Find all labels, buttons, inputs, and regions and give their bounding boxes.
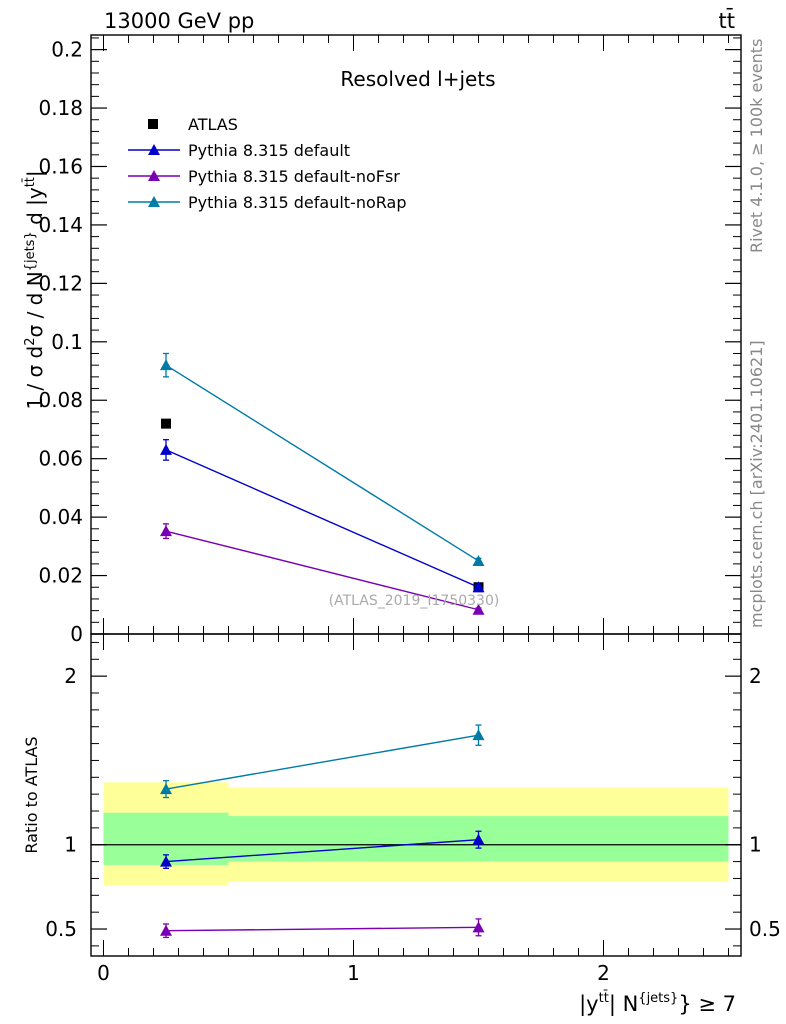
main-plot-area [160, 352, 485, 615]
svg-text:1 / σ d2σ / d N{jets} d |ytt̄|: 1 / σ d2σ / d N{jets} d |ytt̄| [23, 170, 47, 409]
point-noRap-0 [160, 359, 172, 371]
mcplots-text: mcplots.cern.ch [arXiv:2401.10621] [747, 340, 766, 628]
legend-item-default: Pythia 8.315 default [128, 141, 350, 160]
legend: ATLAS Pythia 8.315 default Pythia 8.315 de… [128, 115, 406, 212]
analysis-watermark: (ATLAS_2019_I1750330) [329, 593, 500, 609]
ratio-point-noRap-0 [160, 783, 172, 795]
series-atlas [161, 418, 484, 593]
ratio-y-axis-label: Ratio to ATLAS [22, 736, 41, 853]
legend-marker-atlas [148, 119, 158, 129]
main-y-tick-label: 0.02 [38, 564, 83, 588]
ratio-y-tick-label-right: 0.5 [749, 917, 781, 941]
series-noFsr [160, 523, 485, 615]
main-y-tick-label: 0.04 [38, 505, 83, 529]
ratio-plot-area [91, 724, 741, 939]
x-axis-label: |ytt̄| N{jets}} ≥ 7 [579, 991, 736, 1017]
main-axes: 0 0.02 0.04 0.06 0.08 0.1 0.12 0.14 0.16 0.18 0.2 [38, 34, 742, 646]
ratio-line-default [165, 838, 479, 863]
point-noFsr-1 [472, 603, 485, 615]
main-y-tick-label: 0.18 [38, 96, 83, 120]
main-y-axis-label: 1 / σ d2σ / d N{jets} d |ytt̄| [23, 170, 47, 409]
process-label: tt̄ [719, 8, 735, 33]
ratio-y-tick-label-left: 0.5 [45, 917, 77, 941]
ratio-series-noRap [160, 724, 485, 799]
main-y-tick-label: 0.08 [38, 388, 83, 412]
ratio-line-noFsr [165, 926, 479, 932]
ratio-frame [90, 633, 742, 957]
legend-label-default: Pythia 8.315 default [188, 141, 350, 160]
legend-item-noRap: Pythia 8.315 default-noRap [128, 193, 406, 212]
main-y-tick-label: 0 [70, 622, 83, 646]
ratio-y-tick-label-right: 2 [749, 664, 762, 688]
point-noFsr-0 [160, 525, 172, 537]
main-y-tick-label: 0.12 [38, 271, 83, 295]
x-tick-label: 1 [347, 961, 360, 985]
legend-label-atlas: ATLAS [188, 115, 238, 134]
ratio-series-default [160, 830, 485, 869]
point-default-1 [472, 581, 485, 593]
ratio-panel: 0.5 0.5 1 1 2 2 0 1 2 Ratio to ATLAS |ytt̄| N{je… [22, 633, 781, 1017]
legend-marker-noFsr [148, 170, 160, 181]
line-default [165, 449, 479, 588]
series-default [160, 439, 485, 593]
main-y-tick-label: 0.16 [38, 154, 83, 178]
legend-marker-noRap [148, 196, 160, 207]
legend-label-noFsr: Pythia 8.315 default-noFsr [188, 167, 400, 186]
legend-marker-default [148, 144, 160, 155]
main-y-tick-label: 0.1 [51, 330, 83, 354]
legend-label-noRap: Pythia 8.315 default-noRap [188, 193, 406, 212]
x-tick-label: 2 [597, 961, 610, 985]
ratio-line-noRap [165, 734, 479, 790]
main-y-tick-label: 0.06 [38, 447, 83, 471]
ratio-y-tick-label-right: 1 [749, 833, 762, 857]
ratio-point-noFsr-0 [160, 924, 172, 936]
ratio-point-noFsr-1 [472, 921, 485, 933]
main-y-tick-label: 0.14 [38, 213, 83, 237]
point-default-0 [160, 443, 172, 455]
main-plot-title: Resolved l+jets [340, 67, 495, 91]
rivet-version-text: Rivet 4.1.0, ≥ 100k events [747, 39, 766, 253]
point-atlas-0 [161, 418, 171, 429]
main-y-tick-label: 0.2 [51, 38, 83, 62]
series-noRap [160, 352, 485, 566]
ratio-axes: 0.5 0.5 1 1 2 2 0 1 2 [45, 633, 781, 985]
main-panel: (ATLAS_2019_I1750330) 00.020.040.060.080… [23, 34, 742, 646]
svg-text:|ytt̄| N{jets}} ≥ 7: |ytt̄| N{jets}} ≥ 7 [579, 991, 736, 1017]
ratio-series-noFsr [160, 918, 485, 939]
ratio-point-default-0 [160, 855, 172, 867]
line-noFsr [165, 530, 479, 611]
legend-item-atlas: ATLAS [148, 115, 238, 134]
legend-item-noFsr: Pythia 8.315 default-noFsr [128, 167, 400, 186]
ratio-point-default-1 [472, 833, 485, 845]
ratio-point-noRap-1 [472, 729, 485, 741]
point-noRap-1 [472, 554, 485, 566]
ratio-y-tick-label-left: 1 [64, 833, 77, 857]
x-tick-label: 0 [97, 961, 110, 985]
line-noRap [165, 364, 479, 562]
ratio-y-tick-label-left: 2 [64, 664, 77, 688]
energy-label: 13000 GeV pp [104, 9, 254, 33]
